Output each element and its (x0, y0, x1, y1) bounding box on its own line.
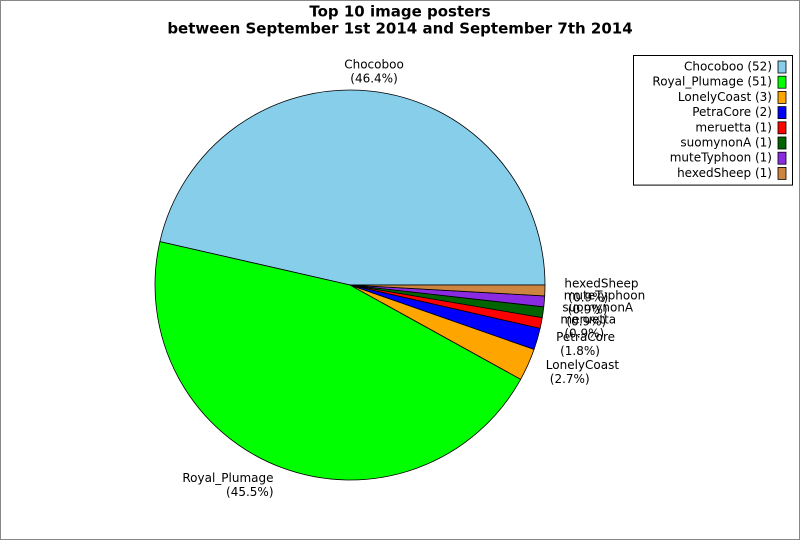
legend-box (633, 55, 793, 186)
legend-swatch (777, 106, 787, 119)
slice-percent: (46.4%) (350, 71, 397, 85)
slice-label: Royal_Plumage (182, 471, 273, 485)
slice-percent: (0.9%) (568, 303, 608, 317)
slice-percent: (0.9%) (566, 314, 606, 328)
slice-percent: (0.9%) (564, 326, 604, 340)
legend-label: LonelyCoast (3) (678, 90, 772, 104)
legend-label: hexedSheep (1) (677, 166, 772, 180)
pie-slice (349, 284, 546, 297)
slice-percent: (45.5%) (226, 485, 273, 499)
legend-swatch (777, 121, 787, 135)
chart-title: Top 10 image posters (309, 3, 490, 21)
legend-swatch (777, 75, 787, 89)
slice-label: LonelyCoast (546, 358, 620, 372)
legend-swatch (777, 91, 787, 104)
legend-label: Royal_Plumage (51) (652, 75, 772, 89)
slice-label: suomynonA (562, 300, 634, 314)
pie-slice (159, 89, 546, 286)
legend-label: Chocoboo (52) (684, 60, 772, 74)
legend-label: muteTyphoon (1) (670, 151, 772, 165)
legend-label: suomynonA (1) (680, 136, 772, 150)
slice-percent: (0.9%) (568, 291, 608, 305)
slice-percent: (1.8%) (560, 344, 600, 358)
legend-swatch (777, 136, 787, 150)
chart-subtitle: between September 1st 2014 and September… (167, 20, 632, 38)
slice-label: hexedSheep (564, 277, 638, 291)
pie-slice (154, 241, 522, 481)
legend-swatch (777, 166, 787, 180)
legend-swatch (777, 151, 787, 165)
legend-label: PetraCore (2) (692, 105, 772, 119)
legend-swatch (777, 60, 787, 74)
slice-label: Chocoboo (344, 57, 404, 71)
slice-label: meruetta (560, 312, 616, 326)
slice-label: PetraCore (556, 330, 615, 344)
legend-label: meruetta (1) (695, 120, 772, 134)
slice-percent: (2.7%) (550, 372, 590, 386)
slice-label: muteTyphoon (564, 289, 645, 303)
